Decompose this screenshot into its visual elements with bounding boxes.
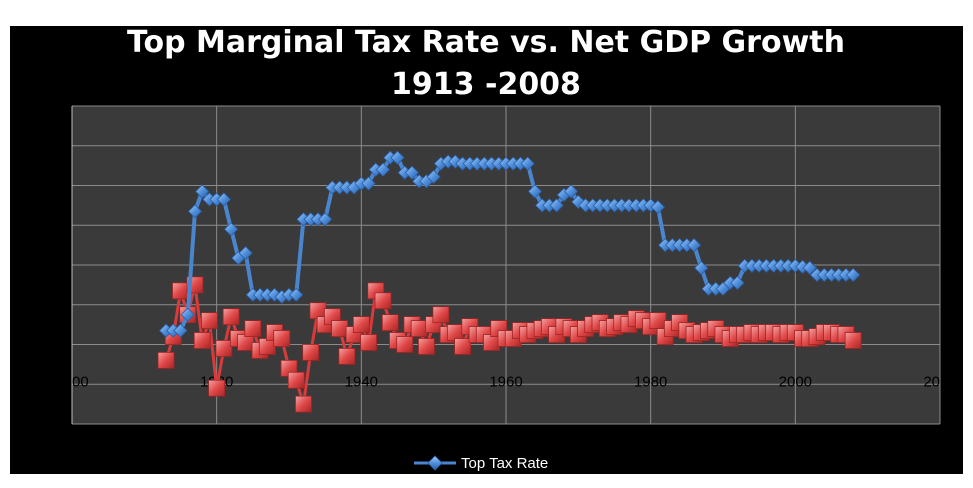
data-point [193, 332, 211, 349]
series-top-tax-rate [158, 150, 861, 338]
y-tick-label: 120% [30, 98, 68, 115]
data-point [844, 332, 862, 349]
legend: Top Tax Rate [414, 455, 548, 472]
x-tick-label: 2020 [923, 374, 956, 391]
data-point [224, 222, 239, 237]
data-point [215, 340, 233, 357]
data-point [404, 165, 420, 180]
data-point [390, 150, 405, 165]
data-point [187, 204, 203, 219]
data-point [687, 238, 702, 253]
data-point [208, 379, 226, 397]
x-tick-label: 2000 [779, 374, 812, 391]
data-point [396, 336, 414, 353]
data-point [273, 330, 291, 347]
data-point [157, 351, 175, 369]
data-point [172, 282, 189, 300]
chart-svg: Top Marginal Tax Rate vs. Net GDP Growth… [30, 26, 957, 472]
data-point [244, 320, 262, 338]
chart-title: Top Marginal Tax Rate vs. Net GDP Growth [127, 26, 845, 60]
data-point [302, 344, 320, 361]
y-tick-label: 80% [38, 178, 68, 195]
data-point [201, 312, 218, 330]
y-tick-label: 0% [46, 337, 68, 354]
data-point [418, 338, 435, 355]
data-point [180, 307, 195, 322]
y-tick-label: -20% [33, 376, 68, 393]
data-point [295, 395, 312, 413]
data-point [846, 267, 861, 283]
data-point [195, 184, 210, 199]
x-tick-label: 1940 [345, 374, 378, 391]
data-point [426, 169, 441, 184]
data-point [287, 371, 305, 389]
data-point [173, 323, 188, 338]
data-point [564, 184, 579, 199]
y-tick-label: -40% [33, 416, 68, 433]
data-point [216, 192, 231, 207]
data-point [549, 198, 564, 213]
x-tick-label: 1960 [489, 374, 522, 391]
series-layer [157, 150, 862, 413]
data-point [375, 162, 391, 177]
data-point [338, 348, 356, 365]
x-tick-label: 1900 [55, 374, 88, 391]
data-point [432, 306, 450, 324]
data-point [527, 184, 542, 199]
data-point [331, 320, 349, 338]
data-point [222, 308, 240, 326]
data-point [360, 334, 377, 351]
data-point [381, 314, 399, 332]
series-gdp-growth [157, 276, 862, 413]
data-point [410, 320, 428, 338]
legend-label: Top Tax Rate [461, 455, 548, 472]
data-point [289, 287, 304, 302]
y-tick-label: 100% [30, 138, 68, 155]
legend-marker [427, 455, 443, 471]
data-point [730, 275, 745, 290]
data-point [649, 312, 667, 330]
data-point [238, 246, 253, 261]
data-point [802, 260, 817, 275]
data-point [352, 316, 370, 334]
data-point [694, 260, 709, 276]
data-point [318, 212, 333, 227]
x-tick-label: 1980 [634, 374, 667, 391]
chart-subtitle: 1913 -2008 [391, 67, 581, 102]
data-point [361, 176, 376, 191]
y-tick-label: 60% [38, 217, 68, 234]
y-tick-label: 20% [38, 297, 68, 314]
chart-frame: Top Marginal Tax Rate vs. Net GDP Growth… [10, 26, 963, 474]
data-point [650, 200, 665, 215]
data-point [454, 338, 472, 355]
data-point [520, 156, 535, 171]
y-tick-label: 40% [38, 257, 68, 274]
data-point [374, 292, 392, 310]
